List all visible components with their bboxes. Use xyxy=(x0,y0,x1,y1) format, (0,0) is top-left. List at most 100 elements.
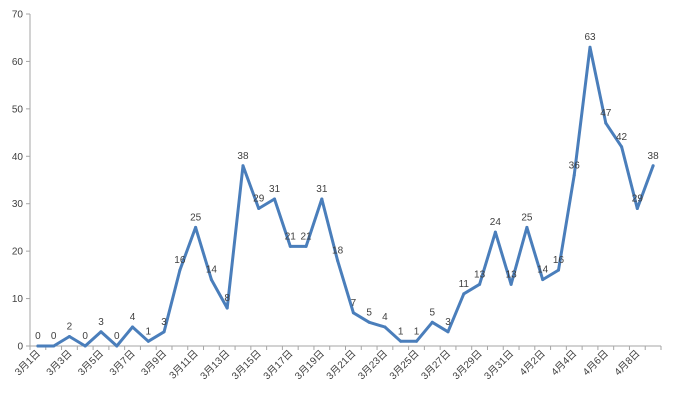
data-point xyxy=(320,197,324,201)
data-label: 21 xyxy=(285,231,297,242)
data-label: 4 xyxy=(382,312,388,323)
data-label: 0 xyxy=(51,331,57,342)
data-point xyxy=(446,330,450,334)
data-point xyxy=(83,344,87,348)
data-label: 1 xyxy=(398,326,404,337)
data-label: 18 xyxy=(332,246,344,257)
y-axis: 0 10 20 30 40 50 60 70 xyxy=(12,10,31,353)
x-tick-label: 4月2日 xyxy=(517,348,547,378)
data-point xyxy=(194,225,198,229)
data-point xyxy=(430,320,434,324)
data-point xyxy=(351,311,355,315)
y-tick-label: 40 xyxy=(12,152,24,163)
data-label: 14 xyxy=(206,265,218,276)
data-label: 29 xyxy=(632,193,644,204)
data-point xyxy=(556,268,560,272)
data-point xyxy=(620,145,624,149)
data-label: 31 xyxy=(269,184,281,195)
data-label: 21 xyxy=(301,231,313,242)
data-label: 3 xyxy=(161,317,167,328)
data-label: 42 xyxy=(616,132,628,143)
data-point xyxy=(225,306,229,310)
y-tick-label: 50 xyxy=(12,104,24,115)
data-point xyxy=(572,173,576,177)
data-point xyxy=(414,339,418,343)
data-label: 8 xyxy=(224,293,230,304)
x-tick-label: 3月7日 xyxy=(107,348,137,378)
data-point xyxy=(651,164,655,168)
data-label: 13 xyxy=(474,269,486,280)
x-tick-label: 3月25日 xyxy=(387,348,421,382)
data-label: 47 xyxy=(600,108,612,119)
data-label: 11 xyxy=(459,279,470,290)
y-tick-label: 10 xyxy=(12,294,24,305)
data-point xyxy=(635,206,639,210)
data-point xyxy=(478,282,482,286)
x-axis: 3月1日 3月3日 3月5日 3月7日 3月9日3月11日3月13日3月15日3月17日… xyxy=(13,345,662,382)
data-label: 63 xyxy=(584,32,596,43)
data-point xyxy=(52,344,56,348)
x-tick-label: 3月9日 xyxy=(139,348,169,378)
data-point xyxy=(336,259,340,263)
x-tick-label: 3月17日 xyxy=(261,348,295,382)
data-point xyxy=(36,344,40,348)
data-point xyxy=(273,197,277,201)
data-label: 38 xyxy=(648,151,660,162)
x-tick-label: 3月21日 xyxy=(324,348,358,382)
data-point xyxy=(541,278,545,282)
data-point xyxy=(462,292,466,296)
data-label: 14 xyxy=(537,265,549,276)
data-point xyxy=(525,225,529,229)
data-label: 0 xyxy=(35,331,41,342)
x-tick-label: 3月29日 xyxy=(450,348,484,382)
y-tick-label: 60 xyxy=(12,57,24,68)
data-label: 38 xyxy=(237,151,249,162)
x-tick-label: 4月8日 xyxy=(612,348,642,378)
data-label: 36 xyxy=(569,160,581,171)
data-label: 31 xyxy=(316,184,328,195)
series-line xyxy=(36,45,655,348)
x-tick-label: 3月13日 xyxy=(198,348,232,382)
data-label: 25 xyxy=(521,212,533,223)
data-point xyxy=(399,339,403,343)
data-point xyxy=(67,335,71,339)
data-point xyxy=(146,339,150,343)
data-label: 5 xyxy=(366,307,372,318)
data-point xyxy=(131,325,135,329)
data-label: 2 xyxy=(67,322,73,333)
data-point xyxy=(241,164,245,168)
data-label: 16 xyxy=(174,255,186,266)
data-point xyxy=(99,330,103,334)
data-label: 3 xyxy=(445,317,451,328)
x-tick-label: 3月27日 xyxy=(419,348,453,382)
data-label: 24 xyxy=(490,217,502,228)
data-point xyxy=(209,278,213,282)
data-point xyxy=(588,45,592,49)
data-label: 0 xyxy=(82,331,88,342)
y-tick-label: 20 xyxy=(12,247,24,258)
x-tick-label: 3月5日 xyxy=(76,348,106,378)
series-line-group xyxy=(36,45,655,348)
data-label: 13 xyxy=(506,269,518,280)
y-tick-label: 0 xyxy=(17,342,23,353)
data-point xyxy=(493,230,497,234)
x-tick-label: 4月4日 xyxy=(549,348,579,378)
data-point xyxy=(257,206,261,210)
data-point xyxy=(509,282,513,286)
data-label: 29 xyxy=(253,193,265,204)
data-label: 4 xyxy=(130,312,136,323)
data-label: 25 xyxy=(190,212,202,223)
x-tick-label: 4月6日 xyxy=(580,348,610,378)
x-tick-label: 3月11日 xyxy=(167,348,201,382)
data-label: 0 xyxy=(114,331,120,342)
data-label: 16 xyxy=(553,255,565,266)
data-point xyxy=(178,268,182,272)
data-point xyxy=(367,320,371,324)
data-label: 5 xyxy=(429,307,435,318)
data-point xyxy=(162,330,166,334)
data-label: 7 xyxy=(351,298,357,309)
data-point xyxy=(604,121,608,125)
x-tick-label: 3月19日 xyxy=(293,348,327,382)
